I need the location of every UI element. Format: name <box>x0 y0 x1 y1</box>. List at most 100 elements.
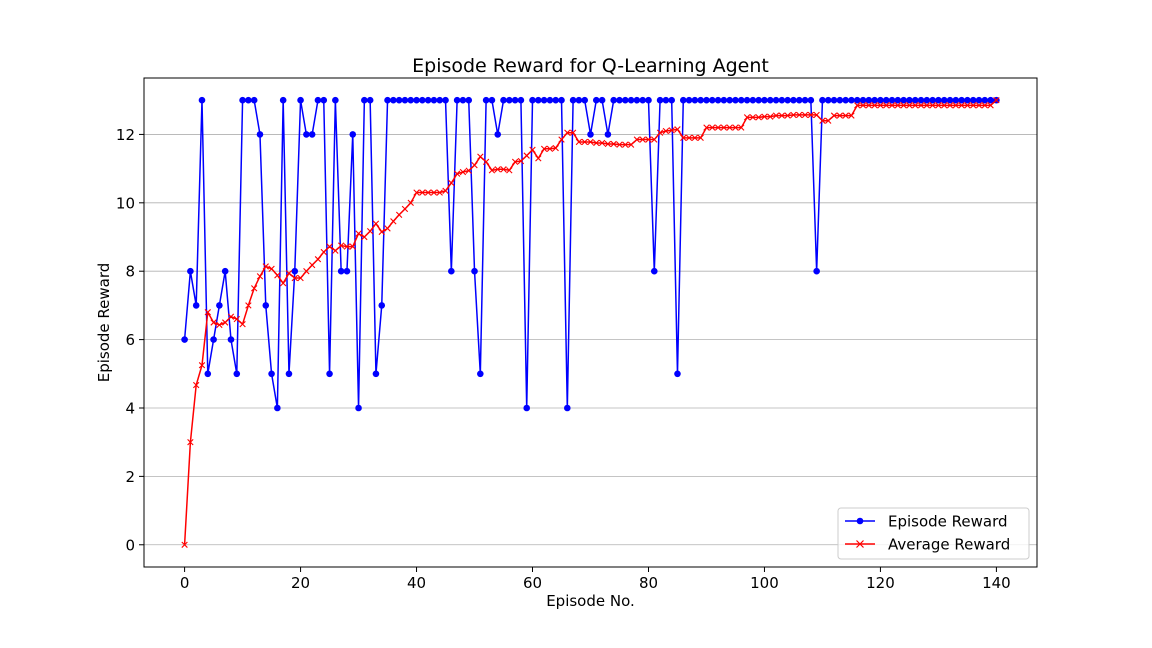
data-point <box>970 102 977 109</box>
data-point <box>268 265 275 273</box>
data-point <box>529 96 536 104</box>
data-point <box>633 96 641 104</box>
data-point <box>407 96 415 104</box>
data-point <box>250 285 258 292</box>
series-episode-reward <box>181 96 1000 412</box>
data-point <box>535 96 542 104</box>
data-point <box>726 96 733 104</box>
chart-title: Episode Reward for Q-Learning Agent <box>412 55 769 77</box>
data-point <box>291 267 299 275</box>
data-point <box>656 129 664 136</box>
data-point <box>737 96 745 104</box>
data-point <box>564 129 571 136</box>
data-point <box>233 370 241 378</box>
data-point <box>778 96 786 104</box>
data-point <box>419 189 426 196</box>
data-point <box>517 96 525 104</box>
data-point <box>610 140 617 148</box>
data-point <box>842 96 849 104</box>
data-point <box>308 131 316 138</box>
x-tick-label: 40 <box>407 574 426 592</box>
data-point <box>975 96 983 104</box>
data-point <box>529 146 536 153</box>
data-point <box>332 247 339 254</box>
data-point <box>935 102 942 109</box>
data-point <box>436 96 444 104</box>
data-point <box>181 336 188 343</box>
data-point <box>854 102 861 109</box>
data-point <box>882 96 890 104</box>
data-point <box>987 96 994 104</box>
data-point <box>761 96 768 104</box>
data-point <box>807 96 815 104</box>
data-point <box>488 167 496 174</box>
data-point <box>500 96 507 104</box>
x-tick-label: 140 <box>982 574 1011 592</box>
data-point <box>969 96 977 104</box>
data-point <box>964 102 971 109</box>
data-point <box>616 141 623 148</box>
data-point <box>279 279 287 287</box>
y-tick-label: 6 <box>125 331 135 349</box>
data-point <box>633 136 641 143</box>
y-tick-label: 2 <box>125 468 135 486</box>
data-point <box>540 96 548 104</box>
x-tick-label: 20 <box>291 574 310 592</box>
data-point <box>430 96 438 104</box>
data-point <box>917 96 925 104</box>
data-point <box>668 127 675 134</box>
data-point <box>587 131 594 138</box>
data-point <box>471 162 478 169</box>
data-point <box>639 136 646 143</box>
y-tick-label: 12 <box>116 126 135 144</box>
data-point <box>772 96 780 104</box>
data-point <box>691 134 699 142</box>
data-point <box>679 96 687 104</box>
data-point <box>395 96 403 104</box>
data-point <box>256 273 264 280</box>
data-point <box>952 102 960 109</box>
data-point <box>216 302 223 309</box>
data-point <box>987 102 994 109</box>
data-point <box>894 102 902 109</box>
data-point <box>894 96 902 104</box>
data-point <box>836 96 844 104</box>
data-point <box>674 370 681 378</box>
data-point <box>726 124 733 131</box>
data-point <box>958 96 965 104</box>
data-point <box>204 309 211 316</box>
data-point <box>946 102 954 109</box>
data-point <box>187 267 194 275</box>
data-point <box>656 96 664 104</box>
data-point <box>355 230 362 237</box>
data-point <box>256 131 264 138</box>
data-point <box>627 141 635 148</box>
data-point <box>842 112 849 119</box>
data-point <box>825 117 832 124</box>
data-point <box>511 96 519 104</box>
data-point <box>210 336 217 343</box>
data-point <box>581 138 588 146</box>
data-point <box>558 96 565 104</box>
data-point <box>929 96 936 104</box>
data-point <box>958 102 965 109</box>
data-point <box>685 96 693 104</box>
data-point <box>181 541 188 548</box>
data-point <box>709 124 716 131</box>
data-point <box>766 96 774 104</box>
data-point <box>453 96 461 104</box>
data-point <box>923 96 931 104</box>
data-point <box>877 102 884 109</box>
legend: Episode Reward Average Reward <box>837 507 1030 560</box>
data-point <box>401 205 409 213</box>
data-point <box>390 96 397 104</box>
data-point <box>865 96 873 104</box>
data-point <box>877 96 884 104</box>
data-point <box>413 96 420 104</box>
data-point <box>650 267 658 275</box>
data-point <box>349 243 356 250</box>
data-point <box>796 111 803 119</box>
data-point <box>662 127 670 135</box>
data-point <box>813 111 820 119</box>
data-point <box>685 134 693 142</box>
